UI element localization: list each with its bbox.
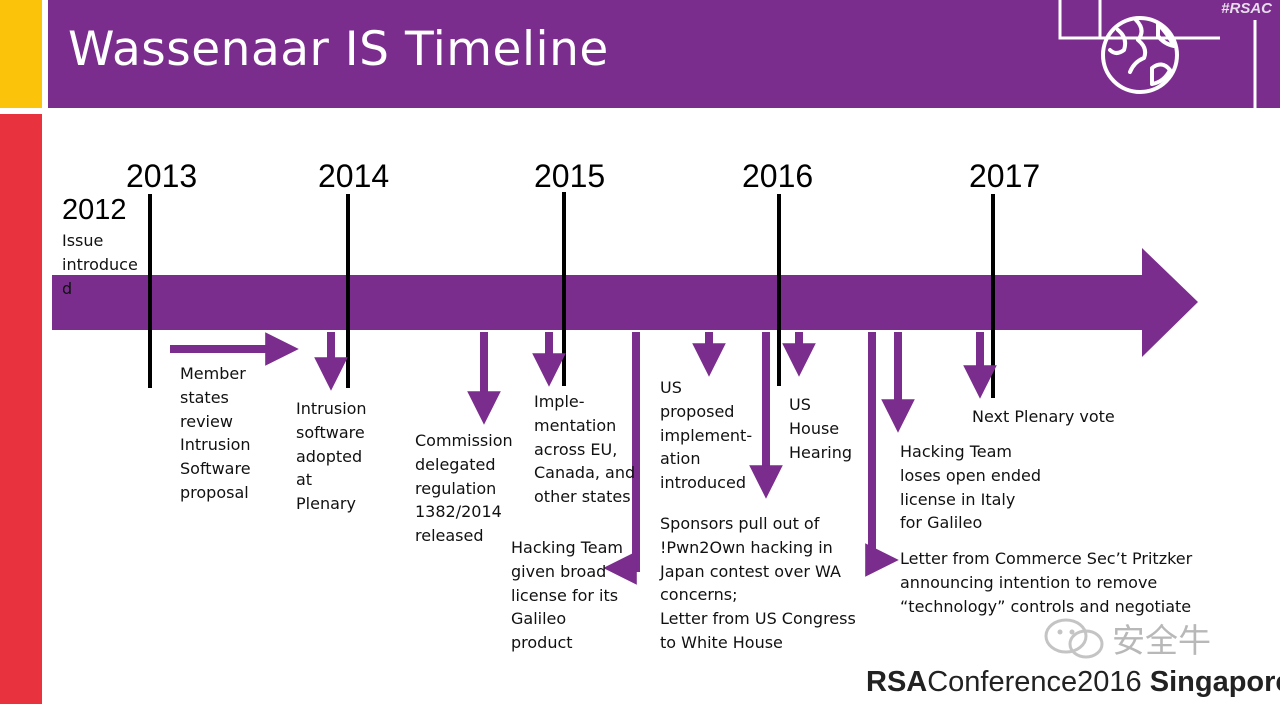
wechat-watermark-icon: [1040, 616, 1106, 660]
yellow-accent-bar: [0, 0, 42, 108]
globe-icon: [1101, 16, 1179, 94]
event-intrusion-adopted: Intrusion software adopted at Plenary: [296, 399, 367, 514]
year-2016: 2016: [742, 158, 814, 194]
year-2014: 2014: [318, 158, 390, 194]
event-sponsors: Sponsors pull out of !Pwn2Own hacking in…: [660, 514, 856, 652]
header-decoration: [1058, 0, 1257, 108]
footer-location: Singapore: [1149, 666, 1280, 698]
event-us-proposed: US proposed implement- ation introduced: [660, 378, 753, 493]
event-issue-introduced: Issue introduce d: [62, 231, 138, 298]
event-member-states: Member states review Intrusion Software …: [180, 364, 251, 502]
timeline-main-arrow: [52, 248, 1198, 357]
year-2015: 2015: [534, 158, 606, 194]
red-accent-bar: [0, 114, 42, 704]
event-next-plenary: Next Plenary vote: [972, 407, 1115, 426]
header-band: [48, 0, 1280, 108]
slide-title: Wassenaar IS Timeline: [68, 22, 609, 77]
event-us-hearing: US House Hearing: [789, 395, 852, 462]
hashtag-label: #RSAC: [1221, 0, 1272, 17]
event-implementation: Imple- mentation across EU, Canada, and …: [534, 392, 636, 507]
arrow-hacking-broad: [603, 332, 640, 585]
year-2017: 2017: [969, 158, 1041, 194]
event-letter-commerce: Letter from Commerce Sec’t Pritzker anno…: [900, 549, 1193, 616]
year-2012: 2012: [62, 194, 127, 226]
year-2013: 2013: [126, 158, 198, 194]
watermark-text: 安全牛: [1112, 621, 1211, 660]
footer-branding: RSAConference2016 Singapore: [866, 666, 1280, 699]
event-commission: Commission delegated regulation 1382/201…: [415, 431, 513, 546]
footer-conference: Conference2016: [927, 666, 1142, 698]
event-hacking-loses: Hacking Team loses open ended license in…: [900, 442, 1041, 533]
event-hacking-broad: Hacking Team given broad license for its…: [511, 538, 624, 653]
arrow-letter-commerce: [865, 332, 899, 577]
footer-brand: RSA: [866, 666, 928, 698]
